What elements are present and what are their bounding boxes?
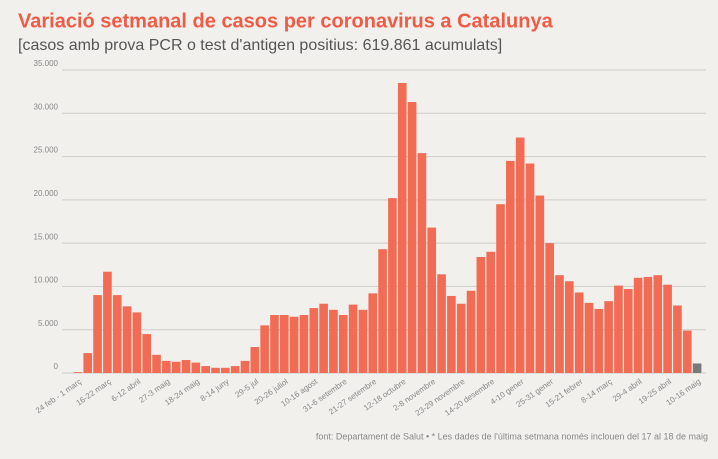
- bar: [211, 367, 220, 373]
- bar: [643, 276, 653, 373]
- bar: [486, 251, 496, 373]
- bar: [191, 362, 201, 373]
- bar: [614, 285, 623, 373]
- bar: [132, 312, 142, 373]
- bar: [604, 301, 613, 373]
- y-tick-label: 25.000: [34, 146, 59, 155]
- bar: [289, 316, 299, 373]
- bar: [397, 82, 407, 373]
- bar: [270, 314, 279, 373]
- bar: [260, 325, 269, 373]
- bar: [594, 308, 604, 373]
- bar: [240, 360, 250, 373]
- bar: [466, 290, 476, 373]
- bar: [476, 256, 486, 373]
- chart-title: Variació setmanal de casos per coronavir…: [18, 10, 554, 32]
- bar: [93, 295, 102, 373]
- bar: [73, 372, 83, 373]
- bar: [633, 277, 643, 373]
- bar: [348, 304, 358, 373]
- bar: [574, 292, 584, 373]
- bar: [525, 163, 535, 373]
- y-tick-label: 30.000: [34, 102, 59, 111]
- y-tick-label: 10.000: [34, 276, 59, 285]
- bar: [692, 363, 702, 373]
- bar: [201, 366, 211, 373]
- bar: [623, 289, 633, 373]
- bar: [417, 153, 427, 373]
- source-note: font: Departament de Salut • * Les dades…: [316, 431, 708, 441]
- bar: [682, 330, 692, 373]
- bar: [378, 249, 387, 373]
- bar: [506, 160, 515, 373]
- bar: [447, 295, 456, 373]
- bar: [368, 293, 378, 373]
- bar: [329, 309, 338, 373]
- bar: [152, 354, 161, 373]
- bar: [250, 347, 260, 373]
- chart-subtitle: [casos amb prova PCR o test d'antigen po…: [18, 37, 502, 54]
- bar: [653, 275, 663, 373]
- bar: [584, 302, 594, 373]
- bar: [407, 102, 417, 373]
- bar: [338, 314, 348, 373]
- bar: [142, 334, 152, 373]
- bar: [437, 274, 446, 373]
- bar: [388, 198, 397, 373]
- bar: [427, 227, 437, 373]
- bar: [663, 284, 672, 373]
- y-tick-label: 15.000: [34, 232, 59, 241]
- bar: [279, 314, 289, 373]
- y-tick-label: 20.000: [34, 189, 59, 198]
- y-tick-label: 5.000: [38, 319, 59, 328]
- bar: [456, 303, 466, 373]
- bar: [221, 367, 230, 373]
- bar: [181, 360, 191, 373]
- bar: [171, 361, 181, 373]
- bar: [535, 195, 545, 373]
- bar: [309, 308, 319, 373]
- bar: [545, 243, 554, 373]
- bar: [496, 204, 505, 373]
- bar: [112, 295, 122, 373]
- bar: [358, 309, 368, 373]
- y-tick-label: 35.000: [34, 59, 59, 68]
- bar: [230, 366, 240, 373]
- bar: [103, 271, 112, 373]
- bar: [83, 353, 93, 373]
- bar: [564, 281, 574, 373]
- bar: [515, 137, 525, 373]
- y-tick-label: 0: [54, 362, 59, 371]
- bar: [299, 314, 309, 373]
- bar: [122, 306, 132, 373]
- bar: [555, 275, 564, 373]
- bar: [319, 303, 328, 373]
- bar: [162, 360, 171, 373]
- bar: [673, 305, 682, 373]
